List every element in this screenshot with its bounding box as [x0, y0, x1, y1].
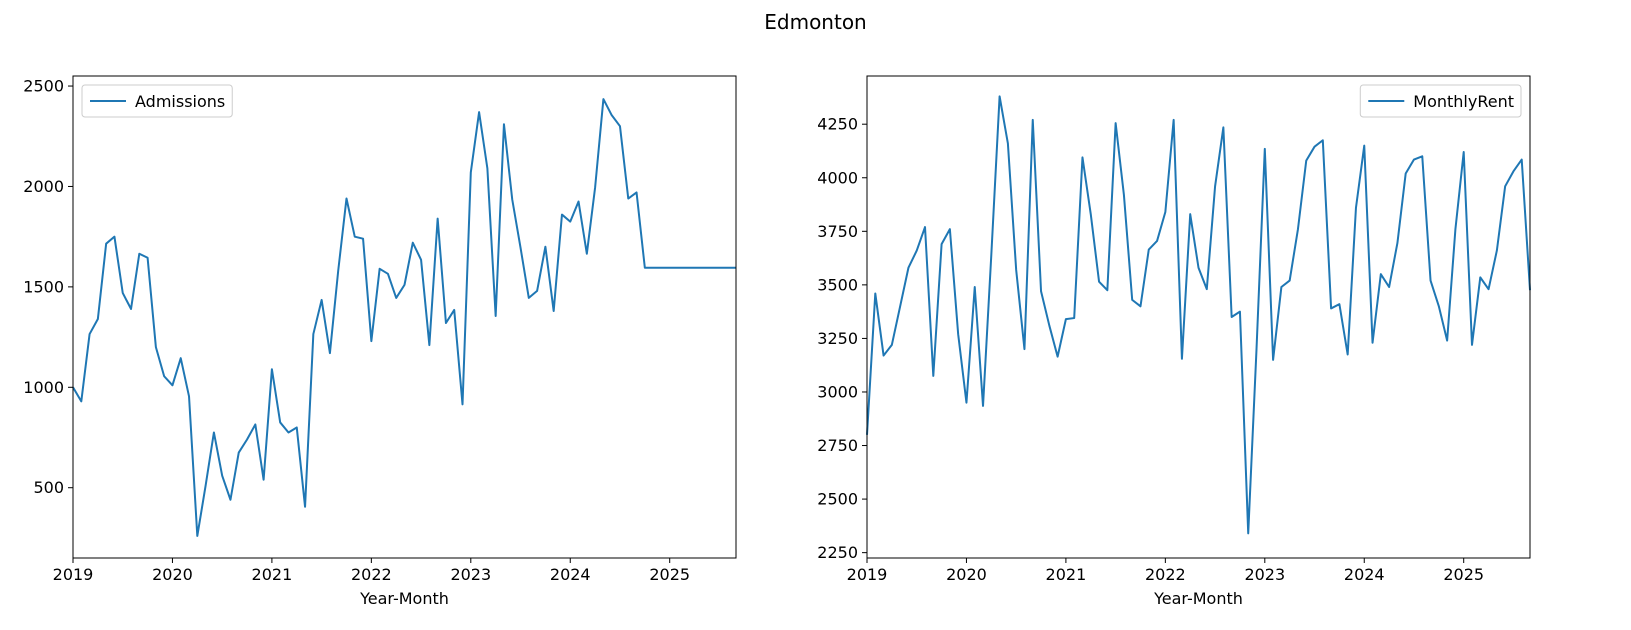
y-tick-label: 3250: [817, 329, 858, 348]
y-tick-label: 2500: [23, 77, 64, 96]
legend-label: MonthlyRent: [1413, 92, 1514, 111]
x-tick-label: 2023: [450, 565, 491, 584]
x-tick-label: 2021: [252, 565, 293, 584]
chart-panel-2: 2019 2020 2021 2022 2023 2024 2025 2250 2500 2750…: [817, 75, 1531, 608]
legend: Admissions: [81, 84, 233, 118]
x-tick-label: 2023: [1244, 565, 1285, 584]
figure-title: Edmonton: [764, 10, 867, 34]
legend-box: [1359, 84, 1522, 118]
y-tick-label: 4000: [817, 168, 858, 187]
axes-frame: [72, 75, 737, 559]
x-tick-label: 2019: [53, 565, 94, 584]
legend: MonthlyRent: [1359, 84, 1522, 118]
x-tick-label: 2022: [1145, 565, 1186, 584]
x-tick-label: 2024: [550, 565, 591, 584]
y-tick-label: 1000: [23, 378, 64, 397]
x-tick-label: 2019: [847, 565, 888, 584]
y-tick-label: 2250: [817, 543, 858, 562]
x-tick-label: 2021: [1046, 565, 1087, 584]
x-axis-label: Year-Month: [1153, 589, 1243, 608]
y-tick-label: 2000: [23, 177, 64, 196]
axes-frame: [866, 75, 1531, 559]
x-tick-label: 2024: [1344, 565, 1385, 584]
y-tick-label: 3000: [817, 382, 858, 401]
legend-label: Admissions: [135, 92, 225, 111]
y-tick-label: 3500: [817, 275, 858, 294]
series-line-MonthlyRent: [866, 95, 1531, 535]
y-tick-label: 4250: [817, 115, 858, 134]
chart-panel-1: 2019 2020 2021 2022 2023 2024 2025 500 1000 1500 2…: [23, 75, 737, 608]
x-tick-label: 2020: [946, 565, 987, 584]
x-tick-label: 2020: [152, 565, 193, 584]
x-tick-label: 2025: [1443, 565, 1484, 584]
y-tick-label: 2500: [817, 490, 858, 509]
y-tick-label: 2750: [817, 436, 858, 455]
y-tick-label: 3750: [817, 222, 858, 241]
series-line-Admissions: [72, 98, 736, 537]
y-tick-label: 500: [33, 478, 64, 497]
y-tick-label: 1500: [23, 277, 64, 296]
x-tick-label: 2022: [351, 565, 392, 584]
legend-box: [81, 84, 233, 118]
x-tick-label: 2025: [649, 565, 690, 584]
x-axis-label: Year-Month: [359, 589, 449, 608]
